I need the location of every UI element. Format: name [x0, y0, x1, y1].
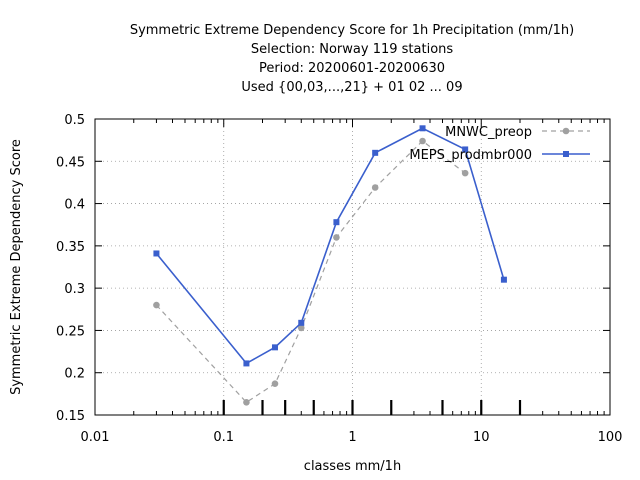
- legend-marker: [563, 151, 569, 157]
- y-tick-label: 0.15: [56, 409, 85, 424]
- data-point: [371, 184, 379, 191]
- data-point: [153, 250, 160, 257]
- data-point: [500, 276, 507, 283]
- y-tick-label: 0.4: [64, 198, 85, 213]
- title-line: Symmetric Extreme Dependency Score for 1…: [130, 23, 574, 38]
- data-point: [297, 324, 305, 332]
- legend: MNWC_preop MEPS_prodmbr000: [409, 125, 590, 163]
- series: [153, 125, 507, 406]
- data-point: [271, 380, 279, 388]
- data-point: [153, 301, 160, 309]
- legend-marker: [562, 127, 570, 135]
- data-point: [298, 319, 305, 326]
- data-point: [462, 146, 469, 153]
- x-tick-label: 0.01: [81, 430, 110, 445]
- x-tick-label: 1: [348, 430, 356, 445]
- data-point: [372, 149, 379, 156]
- y-tick-label: 0.2: [64, 367, 85, 382]
- series-line: [155, 140, 466, 404]
- y-axis: 0.15 0.2 0.25 0.3 0.35 0.4 0.45 0.5: [56, 113, 610, 424]
- legend-label: MEPS_prodmbr000: [409, 148, 532, 163]
- y-tick-label: 0.45: [56, 155, 85, 170]
- x-tick-label: 100: [598, 430, 623, 445]
- title-line: Used {00,03,...,21} + 01 02 ... 09: [241, 80, 462, 95]
- data-point: [243, 360, 250, 367]
- data-point: [419, 137, 426, 145]
- x-tick-label: 0.1: [213, 430, 234, 445]
- data-point: [333, 219, 340, 226]
- x-axis-label: classes mm/1h: [304, 459, 401, 474]
- y-tick-label: 0.25: [56, 324, 85, 339]
- y-axis-label: Symmetric Extreme Dependency Score: [9, 139, 24, 395]
- data-point: [271, 344, 278, 351]
- title-line: Period: 20200601-20200630: [259, 61, 445, 76]
- y-tick-label: 0.3: [64, 282, 85, 297]
- y-tick-label: 0.5: [64, 113, 85, 128]
- class-markers: [222, 400, 522, 415]
- chart-title: Symmetric Extreme Dependency Score for 1…: [130, 23, 574, 95]
- data-point: [461, 169, 469, 177]
- grid: [95, 119, 610, 415]
- data-point: [243, 399, 250, 406]
- x-tick-label: 10: [473, 430, 490, 445]
- legend-label: MNWC_preop: [445, 125, 532, 140]
- data-point: [333, 234, 340, 241]
- data-point: [419, 125, 426, 132]
- x-axis: 0.01 0.1 1 10 100: [81, 119, 623, 445]
- y-tick-label: 0.35: [56, 240, 85, 255]
- title-line: Selection: Norway 119 stations: [251, 42, 454, 57]
